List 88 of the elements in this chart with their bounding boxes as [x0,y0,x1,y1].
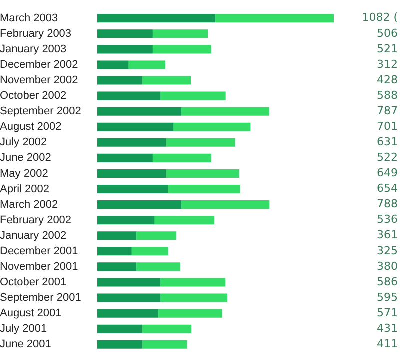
bar [166,169,240,178]
text: 595 [377,290,398,304]
text: 571 [377,306,398,320]
bar [97,247,132,256]
y-tick-label: October 2002 [0,90,67,102]
bar [97,76,142,85]
bar [182,107,270,116]
text: 588 [377,88,398,102]
text: 701 [377,120,398,133]
text: 431 [377,322,398,335]
text: 631 [377,136,398,149]
bar [160,278,226,287]
y-tick-label: September 2001 [0,292,82,304]
bar [97,216,155,225]
y-tick-label: December 2001 [0,245,78,258]
bar [128,60,166,70]
bar [168,184,240,194]
y-tick-label: July 2001 [0,323,48,336]
bar [152,30,208,38]
bar [160,294,228,302]
bar [174,122,251,132]
text: 506 [377,26,398,40]
bar [97,122,174,132]
text: 654 [377,182,398,196]
bar [97,92,161,100]
bar [97,232,137,240]
bar [166,138,236,147]
text: 536 [377,213,398,226]
bar [152,45,212,54]
bar [97,200,182,210]
bar [97,14,216,23]
bar [97,138,166,147]
bar [97,184,168,194]
bar [97,340,142,349]
text: 586 [377,275,398,288]
text: 361 [377,228,398,242]
text: 787 [377,104,398,118]
y-tick-label: November 2002 [0,74,78,87]
text: 649 [377,166,398,180]
y-tick-label: January 2002 [0,230,67,242]
bar [97,262,137,272]
y-tick-label: August 2002 [0,121,62,134]
bar [142,324,192,334]
bar [142,340,188,349]
bar [158,309,222,318]
y-tick-label: August 2001 [0,308,62,320]
bar [97,294,161,302]
bar [97,154,153,162]
text: 1082 ( [362,11,398,24]
text: 380 [377,260,398,273]
text: 312 [377,58,398,71]
bar [97,45,153,54]
bar [216,14,334,23]
y-tick-label: February 2002 [0,214,72,226]
y-tick-label: June 2002 [0,152,52,164]
text: 788 [377,198,398,211]
bar [132,247,168,256]
bar [152,154,212,162]
y-tick-label: November 2001 [0,260,78,273]
bar [142,76,192,85]
y-tick-label: September 2002 [0,106,82,118]
bar [97,30,153,38]
y-tick-label: April 2002 [0,183,50,196]
y-tick-label: March 2003 [0,12,58,24]
text: 521 [377,42,398,56]
bar [97,169,166,178]
bar [97,278,161,287]
y-tick-label: May 2002 [0,168,48,180]
bar [136,262,180,272]
bar [182,200,270,210]
text: 522 [377,151,398,164]
y-tick-label: June 2001 [0,338,52,351]
y-tick-label: October 2001 [0,276,67,289]
bar [136,232,176,240]
text: 411 [377,337,398,350]
bar [97,309,159,318]
bar [97,107,182,116]
bar [97,324,142,334]
y-tick-label: February 2003 [0,28,72,40]
bar [154,216,214,225]
y-tick-label: July 2002 [0,136,48,149]
y-tick-label: December 2002 [0,59,78,72]
y-tick-label: March 2002 [0,198,58,211]
text: 325 [377,244,398,258]
bar [97,60,129,70]
text: 428 [377,73,398,86]
y-tick-label: January 2003 [0,43,67,56]
bar [160,92,226,100]
